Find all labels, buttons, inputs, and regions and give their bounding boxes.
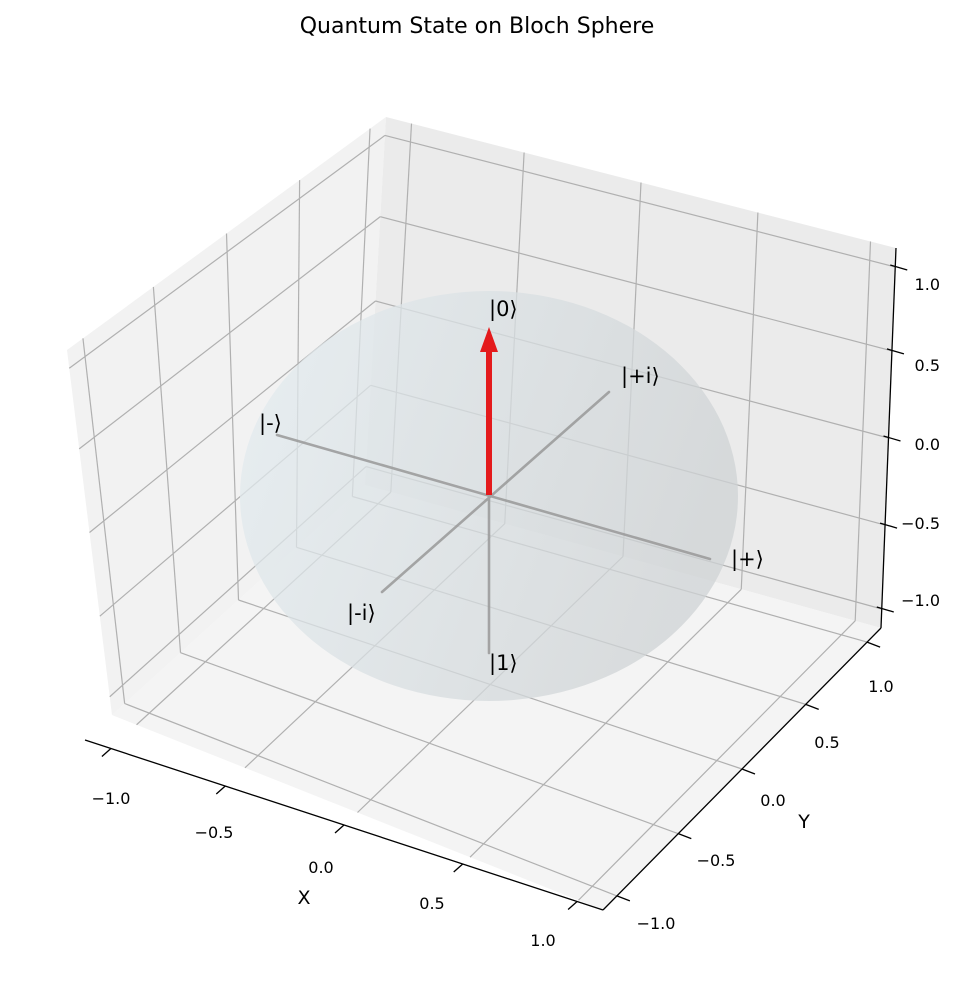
x-tick-label: −0.5 xyxy=(195,823,234,842)
grid-line xyxy=(78,216,381,450)
back-pane-yz xyxy=(67,117,386,715)
state-label-minus-i: |-i⟩ xyxy=(347,601,376,626)
x-tick-mark xyxy=(101,748,112,757)
y-tick-mark xyxy=(805,703,819,710)
y-tick-label: −0.5 xyxy=(697,851,736,870)
state-vector-head xyxy=(480,327,498,352)
grid-line xyxy=(89,300,376,533)
grid-line xyxy=(469,588,742,858)
y-tick-mark xyxy=(741,768,756,775)
x-axis-label: X xyxy=(297,887,310,909)
state-label-1: |1⟩ xyxy=(489,651,518,676)
y-basis-axis xyxy=(380,390,611,594)
grid-line xyxy=(384,134,896,268)
y-tick-mark xyxy=(678,833,692,840)
z-tick-mark xyxy=(876,606,894,613)
y-tick-mark xyxy=(866,641,881,648)
z-tick-labels: −1.0 −0.5 0.0 0.5 1.0 xyxy=(901,275,940,610)
y-tick-mark xyxy=(616,895,631,902)
z-tick-mark xyxy=(879,522,898,529)
x-tick-mark xyxy=(334,824,345,834)
x-tick-label: 1.0 xyxy=(530,931,555,950)
state-label-plus: |+⟩ xyxy=(731,547,764,572)
z-tick-label: 0.5 xyxy=(915,356,940,375)
x-tick-mark xyxy=(215,785,226,795)
chart-title: Quantum State on Bloch Sphere xyxy=(300,14,655,39)
x-tick-mark xyxy=(453,863,464,873)
x-tick-label: 0.0 xyxy=(308,858,333,877)
z-tick-label: −1.0 xyxy=(901,591,940,610)
x-tick-labels: −1.0 −0.5 0.0 0.5 1.0 xyxy=(92,789,556,950)
state-vector xyxy=(480,327,498,495)
grid-line xyxy=(578,620,856,901)
z-tick-label: −0.5 xyxy=(901,514,940,533)
state-label-0: |0⟩ xyxy=(489,297,518,322)
x-tick-label: −1.0 xyxy=(92,789,131,808)
y-axis-label: Y xyxy=(797,811,810,833)
z-tick-mark xyxy=(890,264,908,271)
y-tick-label: 1.0 xyxy=(868,677,893,696)
state-label-minus: |-⟩ xyxy=(259,411,282,436)
y-tick-labels: −1.0 −0.5 0.0 0.5 1.0 xyxy=(637,677,894,933)
y-tick-label: −1.0 xyxy=(637,914,676,933)
y-tick-label: 0.0 xyxy=(760,791,785,810)
grid-line xyxy=(380,216,893,352)
grid-line xyxy=(740,212,759,590)
z-tick-mark xyxy=(883,435,901,442)
grid-line xyxy=(68,134,386,369)
z-tick-label: 1.0 xyxy=(915,275,940,294)
state-label-plus-i: |+i⟩ xyxy=(621,364,660,389)
z-tick-mark xyxy=(886,348,905,355)
x-tick-label: 0.5 xyxy=(419,894,444,913)
grid-line xyxy=(854,241,872,621)
x-tick-mark xyxy=(567,901,578,910)
tick-marks xyxy=(101,264,908,910)
z-tick-label: 0.0 xyxy=(915,435,940,454)
y-tick-label: 0.5 xyxy=(814,733,839,752)
x-basis-axis xyxy=(275,433,712,561)
basis-axes xyxy=(275,390,712,655)
